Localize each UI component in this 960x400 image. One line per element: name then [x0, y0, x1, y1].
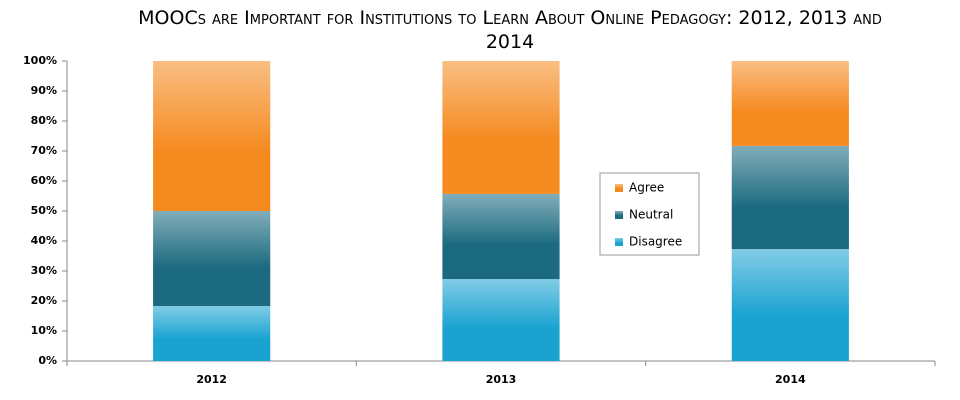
y-tick-label: 50%	[31, 204, 57, 217]
bar-segment	[442, 61, 560, 194]
legend-label: Neutral	[629, 208, 673, 222]
y-tick-label: 80%	[31, 114, 57, 127]
bar-segment	[442, 193, 560, 280]
legend-swatch	[615, 238, 623, 246]
y-tick-label: 10%	[31, 324, 57, 337]
y-tick-label: 30%	[31, 264, 57, 277]
y-tick-label: 20%	[31, 294, 57, 307]
y-tick-label: 40%	[31, 234, 57, 247]
legend-label: Disagree	[629, 235, 682, 249]
x-tick-label: 2014	[775, 373, 806, 386]
bar-segment	[153, 306, 271, 361]
y-tick-label: 0%	[38, 354, 57, 367]
bar-segment	[731, 145, 849, 250]
y-tick-label: 60%	[31, 174, 57, 187]
legend-label: Agree	[629, 181, 664, 195]
bar-segment	[153, 211, 271, 307]
y-tick-label: 70%	[31, 144, 57, 157]
legend-swatch	[615, 211, 623, 219]
legend-swatch	[615, 184, 623, 192]
x-tick-label: 2013	[486, 373, 517, 386]
bar-segment	[442, 279, 560, 361]
bar-segment	[153, 61, 271, 211]
y-tick-label: 90%	[31, 84, 57, 97]
x-tick-label: 2012	[196, 373, 227, 386]
bar-segment	[731, 61, 849, 146]
bar-segment	[731, 249, 849, 361]
y-tick-label: 100%	[23, 54, 57, 67]
chart-title: MOOCs are Important for Institutions to …	[138, 7, 882, 53]
